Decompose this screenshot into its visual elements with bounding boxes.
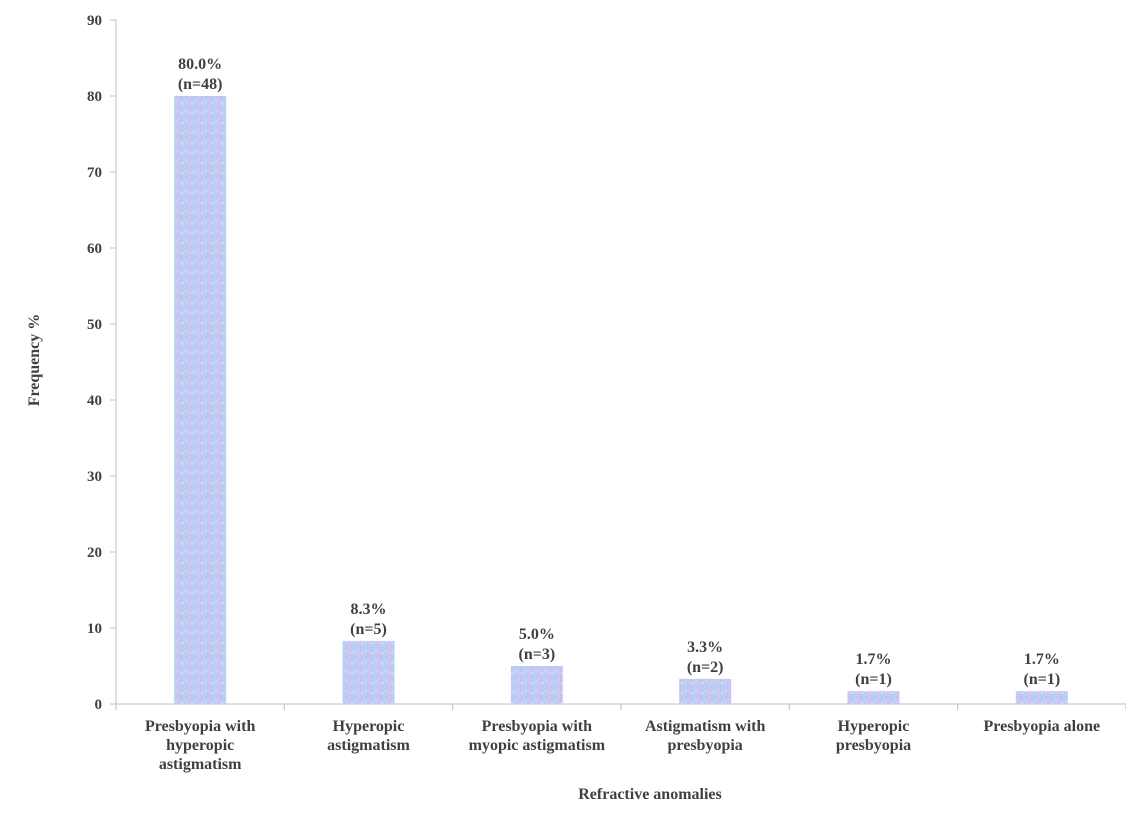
x-tick-label: Presbyopia with hyperopic astigmatism	[145, 718, 255, 773]
x-tick-label: Presbyopia with myopic astigmatism	[469, 718, 606, 754]
x-tick-label: Presbyopia alone	[984, 718, 1101, 735]
data-labels: 80.0% (n=48) 8.3% (n=5) 5.0% (n=3) 3.3% (n=2) 1.…	[178, 56, 1060, 688]
data-label: 3.3% (n=2)	[687, 639, 724, 676]
y-tick-label: 20	[87, 545, 102, 561]
x-tick-label: Hyperopic presbyopia	[836, 718, 911, 754]
x-tick-label: Hyperopic astigmatism	[327, 718, 410, 754]
y-tick-label: 50	[87, 317, 102, 333]
y-tick-label: 30	[87, 469, 102, 485]
bar	[342, 640, 395, 704]
y-tick-label: 90	[87, 13, 102, 29]
axis-titles: Refractive anomalies Frequency %	[26, 314, 722, 803]
data-label: 8.3% (n=5)	[350, 601, 387, 638]
bar	[847, 691, 900, 704]
data-label: 80.0% (n=48)	[178, 56, 223, 93]
y-axis-title: Frequency %	[26, 314, 43, 407]
x-axis-title: Refractive anomalies	[578, 786, 722, 803]
y-tick-label: 80	[87, 89, 102, 105]
y-tick-label: 10	[87, 621, 102, 637]
y-tick-label: 0	[95, 697, 103, 713]
x-tick-label: Astigmatism with presbyopia	[645, 718, 766, 754]
y-tick-label: 60	[87, 241, 102, 257]
y-tick-label: 40	[87, 393, 102, 409]
y-tick-label: 70	[87, 165, 102, 181]
data-label: 1.7% (n=1)	[855, 651, 892, 688]
bar	[1015, 691, 1068, 704]
bar	[679, 678, 732, 704]
bar	[174, 96, 227, 704]
bar	[510, 666, 563, 704]
bars	[174, 96, 1068, 704]
data-label: 1.7% (n=1)	[1023, 651, 1060, 688]
axes: 0 10 20 30 40 50 60 70 80 90 Presbyopia with hypero…	[87, 13, 1126, 773]
data-label: 5.0% (n=3)	[518, 626, 555, 663]
